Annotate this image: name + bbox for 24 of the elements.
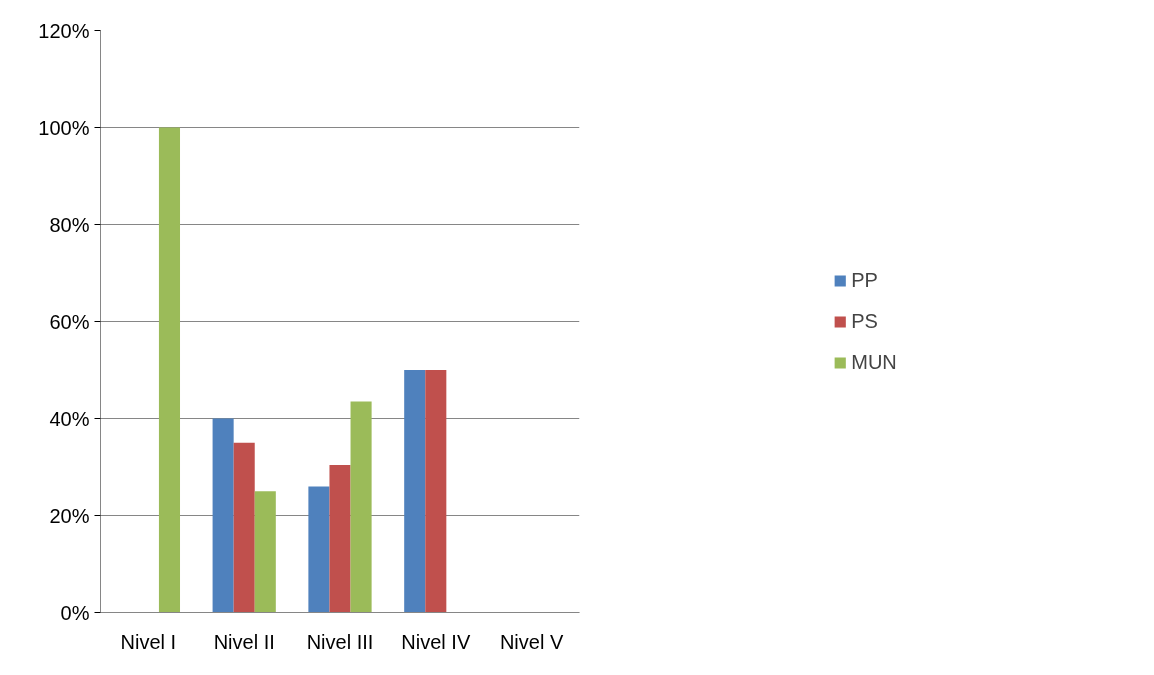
x-tick-label: Nivel III	[306, 630, 374, 653]
bar	[350, 401, 372, 613]
x-tick-label: Nivel IV	[401, 630, 471, 653]
y-tick-label: 20%	[49, 504, 90, 527]
y-tick-label: 80%	[49, 213, 90, 236]
x-tick-label: Nivel V	[499, 630, 564, 653]
bar	[308, 486, 330, 613]
y-tick-label: 0%	[60, 601, 90, 624]
y-tick-label: 60%	[49, 310, 90, 333]
legend-label: PS	[851, 309, 878, 333]
x-tick-label: Nivel II	[213, 630, 275, 653]
y-tick-label: 120%	[38, 19, 90, 42]
bar	[158, 127, 181, 613]
y-tick-label: 100%	[38, 116, 90, 139]
bar	[254, 491, 276, 613]
legend-label: MUN	[851, 350, 897, 374]
x-tick-label: Nivel I	[120, 630, 177, 653]
bar	[212, 418, 234, 613]
bar	[329, 465, 351, 613]
y-tick-label: 40%	[49, 407, 90, 430]
bar	[425, 370, 447, 613]
legend-label: PP	[851, 268, 878, 292]
bar	[404, 370, 426, 613]
bar	[233, 442, 255, 613]
